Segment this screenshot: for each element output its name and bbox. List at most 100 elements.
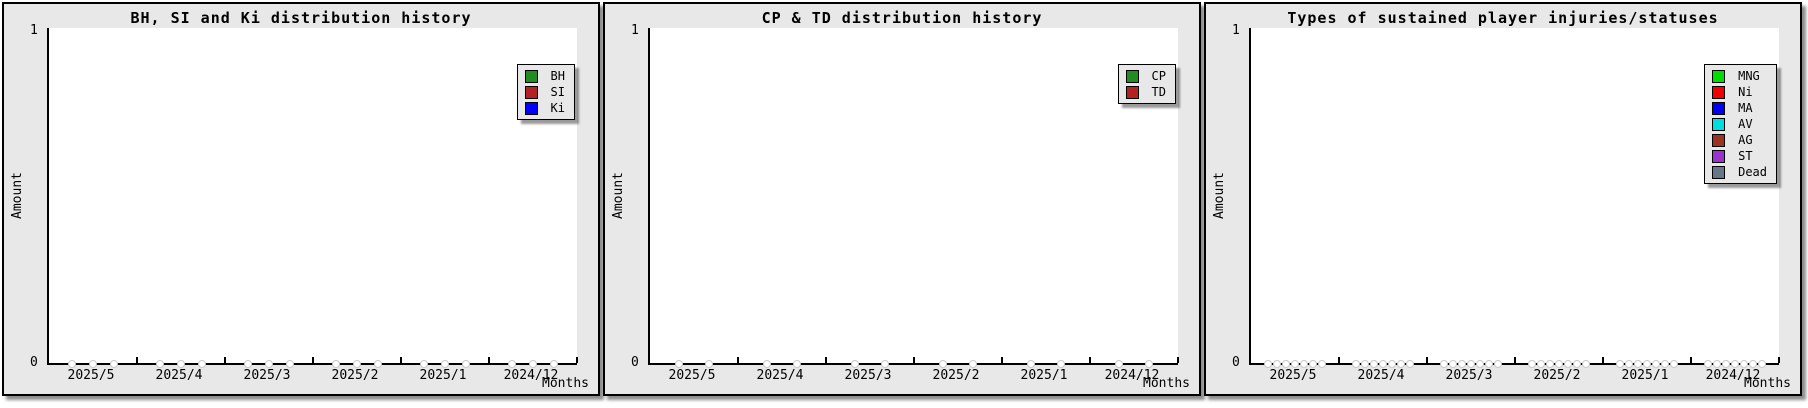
zero-value-marker: [1057, 360, 1065, 368]
chart-title: Types of sustained player injuries/statu…: [1287, 9, 1719, 27]
x-axis-tick: [1426, 357, 1428, 363]
zero-value-marker: [198, 360, 206, 368]
y-axis-title: Amount: [10, 28, 25, 363]
legend-item: BH: [524, 68, 565, 84]
y-axis-title: Amount: [611, 28, 626, 363]
x-axis-tick: [1602, 357, 1604, 363]
zero-value-marker: [763, 360, 771, 368]
legend-label: MA: [1738, 101, 1753, 115]
x-axis-title: Months: [542, 376, 589, 391]
y-tick-label-min: 0: [30, 355, 38, 370]
legend-item: Ni: [1712, 84, 1767, 100]
y-tick-label-min: 0: [1232, 355, 1240, 370]
zero-value-marker: [1582, 360, 1590, 368]
zero-value-marker: [244, 360, 252, 368]
x-axis-tick: [1690, 357, 1692, 363]
legend-label: ST: [1738, 149, 1753, 163]
x-tick-label: 2025/3: [1445, 368, 1493, 383]
legend-swatch-icon: [524, 69, 538, 83]
plot-area: BH SI Ki: [47, 28, 578, 368]
zero-value-marker: [1634, 360, 1642, 368]
zero-value-marker: [1467, 360, 1475, 368]
y-axis-title-text: Amount: [10, 172, 25, 219]
zero-value-marker: [1273, 360, 1281, 368]
zero-value-marker: [881, 360, 889, 368]
zero-value-marker: [177, 360, 185, 368]
zero-value-marker: [1731, 360, 1739, 368]
legend-swatch-icon: [1712, 133, 1726, 147]
zero-value-marker: [550, 360, 558, 368]
zero-value-marker: [1449, 360, 1457, 368]
zero-value-marker: [1300, 360, 1308, 368]
x-axis-tick: [400, 357, 402, 363]
zero-value-marker: [1573, 360, 1581, 368]
zero-value-marker: [462, 360, 470, 368]
zero-value-marker: [1379, 360, 1387, 368]
x-tick-label: 2025/2: [331, 368, 379, 383]
x-tick-label: 2025/3: [844, 368, 892, 383]
zero-value-marker: [675, 360, 683, 368]
x-tick-label: 2025/1: [419, 368, 467, 383]
zero-value-marker: [1494, 360, 1502, 368]
zero-value-marker: [1397, 360, 1405, 368]
x-tick-labels: 2025/5 2025/4 2025/3 2025/2 2025/1 2024/12: [1249, 368, 1779, 384]
x-axis-tick: [913, 357, 915, 363]
legend-item: MNG: [1712, 68, 1767, 84]
zero-value-marker: [1309, 360, 1317, 368]
x-axis-tick: [312, 357, 314, 363]
zero-value-marker: [1027, 360, 1035, 368]
x-axis-title: Months: [1744, 376, 1791, 391]
zero-value-marker: [1652, 360, 1660, 368]
chart-title: BH, SI and Ki distribution history: [130, 9, 472, 27]
x-tick-label: 2024/12: [503, 368, 559, 383]
zero-value-marker: [374, 360, 382, 368]
zero-value-marker: [1749, 360, 1757, 368]
zero-value-marker: [1440, 360, 1448, 368]
charts-row: BH, SI and Ki distribution history 1 0 A…: [2, 2, 1802, 396]
legend-item: Dead: [1712, 164, 1767, 180]
legend-swatch-icon: [1125, 69, 1139, 83]
legend: MNG Ni MA AV AG ST Dead: [1704, 64, 1777, 184]
x-axis-title: Months: [1143, 376, 1190, 391]
x-tick-label: 2025/1: [1621, 368, 1669, 383]
zero-value-marker: [332, 360, 340, 368]
legend-item: CP: [1125, 68, 1166, 84]
y-axis-title-text: Amount: [611, 172, 626, 219]
legend-item: TD: [1125, 84, 1166, 100]
legend-swatch-icon: [1712, 69, 1726, 83]
x-tick-label: 2025/5: [668, 368, 716, 383]
zero-value-marker: [156, 360, 164, 368]
x-tick-label: 2025/2: [1533, 368, 1581, 383]
zero-value-marker: [1370, 360, 1378, 368]
zero-value-marker: [68, 360, 76, 368]
x-tick-label: 2025/4: [1357, 368, 1405, 383]
legend-label: Ki: [550, 101, 565, 115]
zero-value-marker: [1670, 360, 1678, 368]
legend-item: AG: [1712, 132, 1767, 148]
y-tick-label-min: 0: [631, 355, 639, 370]
chart-title: CP & TD distribution history: [761, 9, 1043, 27]
x-axis-tick: [1778, 357, 1780, 363]
zero-value-marker: [1361, 360, 1369, 368]
legend-swatch-icon: [1712, 101, 1726, 115]
zero-value-marker: [1740, 360, 1748, 368]
plot-area: MNG Ni MA AV AG ST Dead: [1249, 28, 1780, 368]
legend-swatch-icon: [1712, 165, 1726, 179]
zero-value-marker: [1458, 360, 1466, 368]
plot-area: CP TD: [648, 28, 1179, 368]
zero-value-marker: [1758, 360, 1766, 368]
legend-label: BH: [550, 69, 565, 83]
x-axis-tick: [136, 357, 138, 363]
legend-label: SI: [550, 85, 565, 99]
x-tick-label: 2025/5: [67, 368, 115, 383]
zero-value-marker: [851, 360, 859, 368]
legend-label: CP: [1151, 69, 1166, 83]
zero-value-marker: [1713, 360, 1721, 368]
zero-value-marker: [1625, 360, 1633, 368]
legend-swatch-icon: [1712, 85, 1726, 99]
zero-value-marker: [1352, 360, 1360, 368]
zero-value-marker: [265, 360, 273, 368]
legend-label: MNG: [1738, 69, 1760, 83]
legend-item: MA: [1712, 100, 1767, 116]
x-tick-labels: 2025/5 2025/4 2025/3 2025/2 2025/1 2024/12: [648, 368, 1178, 384]
